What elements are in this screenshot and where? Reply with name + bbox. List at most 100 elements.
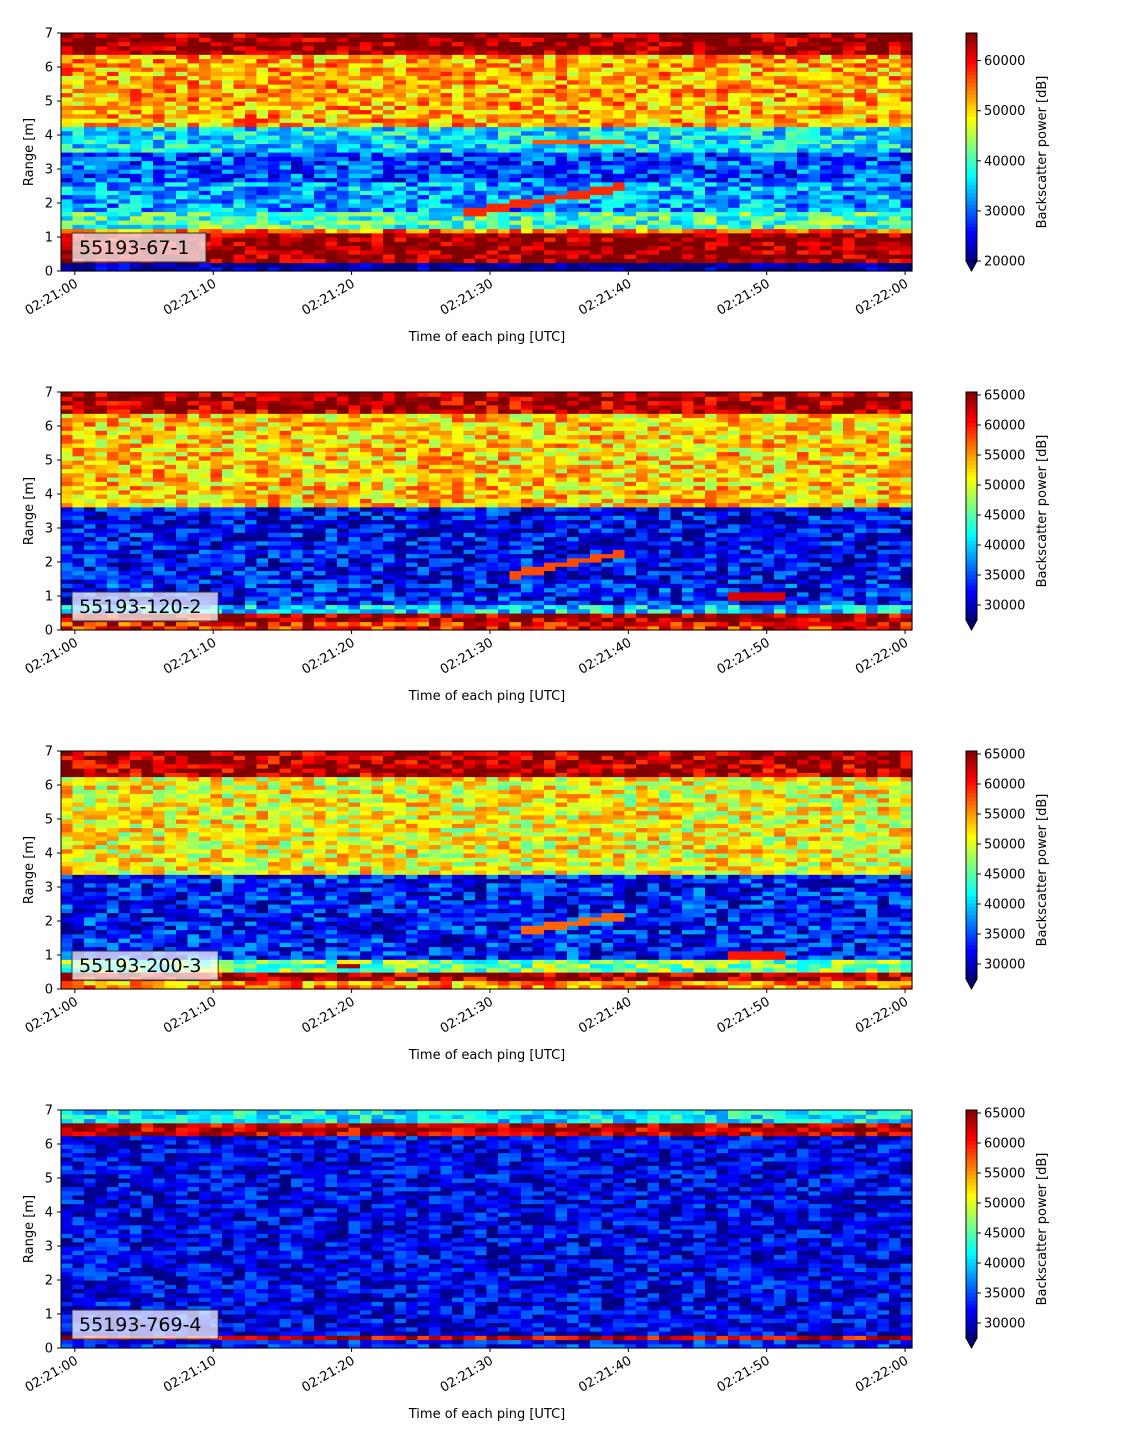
heatmap-cell	[141, 562, 154, 567]
heatmap-cell	[509, 262, 522, 268]
heatmap-cell	[578, 262, 591, 268]
heatmap-cell	[360, 122, 373, 128]
heatmap-cell	[636, 220, 649, 225]
heatmap-cell	[84, 186, 97, 191]
heatmap-cell	[176, 464, 189, 470]
heatmap-cell	[820, 113, 833, 119]
heatmap-cell	[532, 96, 545, 102]
heatmap-cell	[751, 41, 764, 47]
heatmap-cell	[613, 58, 626, 64]
heatmap-cell	[348, 254, 361, 259]
heatmap-cell	[360, 232, 373, 238]
heatmap-cell	[762, 92, 775, 98]
heatmap-cell	[141, 528, 154, 533]
heatmap-cell	[613, 109, 626, 115]
heatmap-cell	[762, 156, 775, 162]
heatmap-cell	[291, 84, 304, 89]
heatmap-cell	[521, 54, 534, 60]
heatmap-cell	[164, 228, 177, 234]
heatmap-cell	[141, 625, 154, 631]
heatmap-cell	[210, 190, 223, 196]
heatmap-cell	[670, 156, 683, 162]
heatmap-cell	[222, 258, 235, 264]
heatmap-cell	[348, 75, 361, 81]
heatmap-cell	[348, 249, 361, 255]
heatmap-cell	[256, 105, 269, 111]
heatmap-cell	[256, 126, 269, 132]
heatmap-cell	[647, 237, 660, 242]
heatmap-cell	[498, 126, 511, 132]
heatmap-cell	[199, 625, 212, 631]
heatmap-cell	[107, 173, 120, 179]
heatmap-cell	[797, 67, 810, 72]
heatmap-cell	[337, 245, 350, 251]
heatmap-cell	[762, 58, 775, 64]
heatmap-cell	[72, 262, 85, 268]
heatmap-cell	[176, 84, 189, 89]
heatmap-cell	[61, 579, 74, 584]
heatmap-cell	[130, 396, 143, 402]
y-tick-label: 2	[45, 197, 53, 212]
heatmap-cell	[751, 130, 764, 136]
heatmap-cell	[84, 477, 97, 482]
heatmap-cell	[210, 37, 223, 43]
heatmap-cell	[636, 41, 649, 47]
heatmap-cell	[72, 430, 85, 436]
heatmap-cell	[636, 105, 649, 111]
heatmap-cell	[268, 101, 281, 106]
heatmap-cell	[118, 421, 131, 427]
heatmap-cell	[716, 152, 729, 157]
heatmap-cell	[268, 198, 281, 204]
heatmap-cell	[141, 519, 154, 525]
heatmap-cell	[797, 50, 810, 55]
heatmap-cell	[889, 58, 902, 64]
heatmap-cell	[590, 139, 603, 145]
heatmap-cell	[187, 190, 200, 196]
heatmap-cell	[440, 54, 453, 60]
heatmap-cell	[578, 88, 591, 94]
heatmap-cell	[808, 75, 821, 81]
heatmap-cell	[141, 211, 154, 217]
heatmap-cell	[314, 79, 327, 85]
heatmap-cell	[567, 130, 580, 136]
heatmap-cell	[164, 417, 177, 423]
heatmap-cell	[498, 109, 511, 115]
heatmap-cell	[670, 241, 683, 247]
heatmap-cell	[164, 190, 177, 196]
heatmap-cell	[394, 245, 407, 251]
heatmap-cell	[314, 88, 327, 94]
heatmap-cell	[659, 58, 672, 64]
heatmap-cell	[107, 203, 120, 208]
heatmap-cell	[153, 528, 166, 533]
heatmap-cell	[153, 460, 166, 465]
heatmap-cell	[314, 249, 327, 255]
colorbar-segment	[966, 59, 977, 64]
heatmap-cell	[348, 228, 361, 234]
heatmap-cell	[636, 186, 649, 191]
heatmap-cell	[268, 50, 281, 55]
heatmap-cell	[521, 220, 534, 225]
heatmap-cell	[302, 67, 315, 72]
heatmap-cell	[440, 122, 453, 128]
heatmap-cell	[739, 122, 752, 128]
heatmap-cell	[429, 258, 442, 264]
heatmap-cell	[521, 118, 534, 123]
heatmap-cell	[578, 139, 591, 145]
heatmap-cell	[463, 45, 476, 51]
heatmap-cell	[854, 75, 867, 81]
heatmap-cell	[176, 41, 189, 47]
heatmap-cell	[417, 207, 430, 213]
heatmap-cell	[268, 181, 281, 187]
heatmap-cell	[222, 194, 235, 200]
heatmap-cell	[647, 262, 660, 268]
heatmap-cell	[774, 143, 787, 149]
heatmap-cell	[176, 92, 189, 98]
heatmap-cell	[199, 198, 212, 204]
heatmap-cell	[118, 122, 131, 128]
heatmap-cell	[498, 245, 511, 251]
heatmap-cell	[107, 519, 120, 525]
heatmap-cell	[210, 181, 223, 187]
heatmap-cell	[394, 109, 407, 115]
heatmap-cell	[682, 181, 695, 187]
heatmap-cell	[245, 169, 258, 174]
